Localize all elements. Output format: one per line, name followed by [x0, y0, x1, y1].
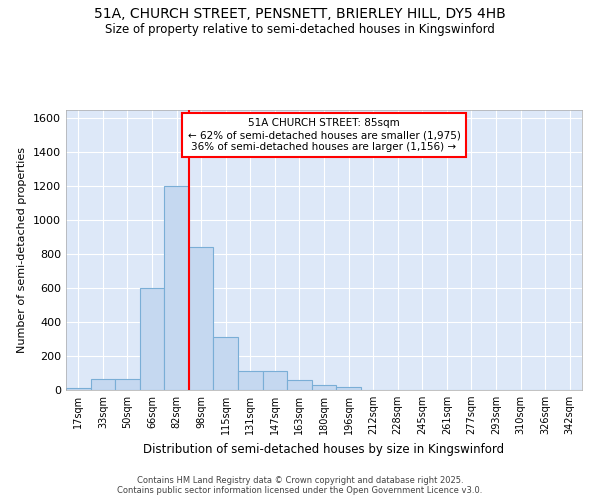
Bar	[336, 386, 361, 390]
Bar	[115, 379, 140, 390]
Text: 51A CHURCH STREET: 85sqm
← 62% of semi-detached houses are smaller (1,975)
36% o: 51A CHURCH STREET: 85sqm ← 62% of semi-d…	[188, 118, 460, 152]
Text: Contains HM Land Registry data © Crown copyright and database right 2025.
Contai: Contains HM Land Registry data © Crown c…	[118, 476, 482, 495]
Y-axis label: Number of semi-detached properties: Number of semi-detached properties	[17, 147, 28, 353]
Bar	[91, 379, 115, 390]
X-axis label: Distribution of semi-detached houses by size in Kingswinford: Distribution of semi-detached houses by …	[143, 442, 505, 456]
Bar	[287, 380, 312, 390]
Bar	[214, 336, 238, 390]
Bar	[312, 385, 336, 390]
Bar	[164, 186, 189, 390]
Bar	[263, 372, 287, 390]
Bar	[189, 248, 214, 390]
Text: Size of property relative to semi-detached houses in Kingswinford: Size of property relative to semi-detach…	[105, 22, 495, 36]
Bar	[238, 372, 263, 390]
Text: 51A, CHURCH STREET, PENSNETT, BRIERLEY HILL, DY5 4HB: 51A, CHURCH STREET, PENSNETT, BRIERLEY H…	[94, 8, 506, 22]
Bar	[140, 288, 164, 390]
Bar	[66, 388, 91, 390]
